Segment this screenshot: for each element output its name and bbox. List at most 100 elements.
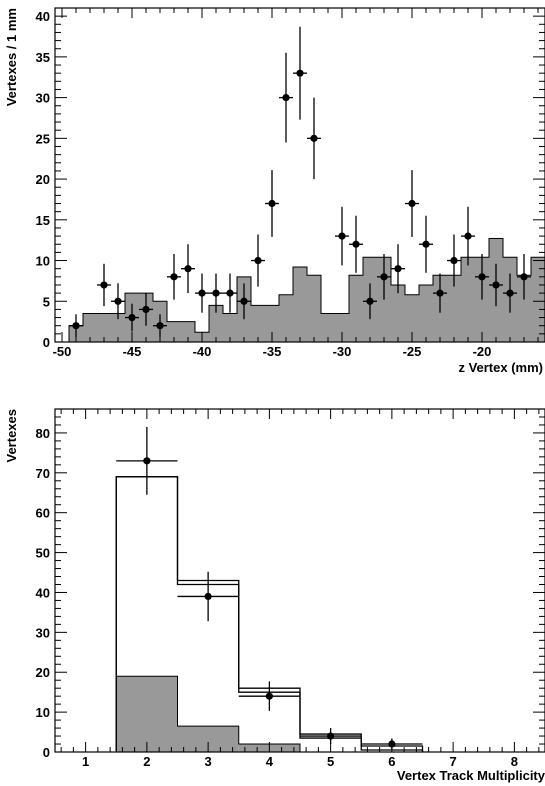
top-y-tick-label: 40 (36, 9, 50, 24)
bottom-y-axis-title: Vertexes (4, 409, 19, 463)
bottom-x-tick-label: 7 (450, 754, 457, 769)
bottom-x-tick-label: 3 (205, 754, 212, 769)
top-data-point (380, 273, 388, 281)
top-background-bin (335, 313, 349, 342)
top-data-point (310, 134, 318, 142)
bottom-y-tick-label: 60 (36, 506, 50, 521)
top-x-tick-label: -30 (333, 344, 352, 359)
top-data-point (436, 289, 444, 297)
top-data-point (254, 256, 262, 265)
top-background-bin (447, 275, 461, 342)
top-data-point (422, 240, 430, 248)
top-data-point (114, 297, 122, 305)
bottom-data-point (204, 592, 212, 601)
top-background-bin (83, 313, 97, 342)
top-background-bin (293, 267, 307, 342)
top-background-bin (265, 305, 279, 342)
bottom-y-tick-label: 70 (36, 466, 50, 481)
top-background-bin (307, 275, 321, 342)
top-data-point (296, 69, 304, 77)
top-background-bin (181, 321, 195, 342)
top-data-point (268, 199, 276, 208)
top-data-point (338, 232, 346, 240)
top-y-tick-label: 20 (36, 172, 50, 187)
top-data-point (408, 199, 416, 208)
top-data-point (198, 289, 206, 297)
top-background-outline (68, 238, 545, 342)
top-data-point (352, 240, 360, 248)
top-histogram-panel: Vertexes / 1 mm z Vertex (mm) -50 -45 -40 -… (4, 7, 545, 375)
top-data-point (492, 281, 500, 289)
top-y-tick-label: 15 (36, 213, 50, 228)
top-x-tick-label: -25 (403, 344, 422, 359)
bottom-x-tick-label: 1 (82, 754, 89, 769)
top-data-point (240, 297, 248, 305)
top-background-bin (391, 284, 405, 342)
top-background-bin (349, 275, 363, 342)
bottom-y-tick-label: 80 (36, 426, 50, 441)
top-data-point (128, 313, 136, 322)
top-y-tick-label: 0 (43, 335, 50, 350)
top-background-bin (209, 305, 223, 342)
top-data-point (170, 273, 178, 281)
top-data-point (520, 273, 528, 281)
top-data-point (212, 289, 220, 297)
top-y-tick-label: 10 (36, 254, 50, 269)
top-background-bin (405, 294, 419, 342)
bottom-y-tick-label: 10 (36, 705, 50, 720)
bottom-background-outline (115, 675, 301, 752)
top-y-axis-title: Vertexes / 1 mm (4, 8, 19, 106)
top-data-point (226, 289, 234, 297)
bottom-x-tick-label: 6 (388, 754, 395, 769)
top-background-bin (419, 284, 433, 342)
top-data-point (366, 297, 374, 305)
bottom-y-tick-label: 30 (36, 625, 50, 640)
bottom-data-point (143, 457, 151, 465)
bottom-background-bin (116, 676, 178, 752)
top-data-point (100, 281, 108, 289)
top-x-axis-title: z Vertex (mm) (458, 360, 543, 375)
bottom-histogram-panel: Vertexes Vertex Track Multiplicity 1 2 3 4 5… (4, 408, 545, 783)
top-x-tick-label: -45 (123, 344, 142, 359)
top-data-point (142, 305, 150, 314)
top-background-bin (111, 313, 125, 342)
bottom-y-tick-label: 0 (43, 745, 50, 760)
top-data-point (506, 289, 514, 297)
top-data-point (156, 322, 164, 330)
top-data-point (394, 265, 402, 273)
bottom-x-axis-title: Vertex Track Multiplicity (397, 768, 545, 783)
top-background-bin (97, 313, 111, 342)
bottom-data-point (388, 740, 396, 748)
top-y-tick-label: 25 (36, 131, 50, 146)
top-data-point (184, 265, 192, 273)
bottom-data-point (265, 692, 273, 700)
top-y-tick-label: 30 (36, 91, 50, 106)
top-x-tick-label: -40 (193, 344, 212, 359)
top-data-point (464, 232, 472, 240)
top-y-tick-label: 5 (43, 294, 50, 309)
top-data-point (478, 273, 486, 281)
top-background-bin (167, 321, 181, 342)
top-background-bin (279, 294, 293, 342)
top-data-point (282, 94, 290, 102)
top-background-bin (461, 257, 475, 342)
top-background-bin (517, 275, 531, 342)
bottom-y-tick-label: 50 (36, 546, 50, 561)
top-x-tick-label: -35 (263, 344, 282, 359)
bottom-plot-frame (54, 408, 545, 753)
top-data-point (450, 256, 458, 265)
top-x-tick-label: -20 (473, 344, 492, 359)
bottom-x-tick-label: 4 (266, 754, 274, 769)
top-y-tick-label: 35 (36, 50, 50, 65)
top-background-bin (321, 313, 335, 342)
top-data-point (72, 322, 80, 330)
top-background-bin (223, 313, 237, 342)
bottom-x-tick-label: 5 (327, 754, 334, 769)
bottom-data-point (327, 732, 335, 740)
bottom-x-tick-label: 2 (143, 754, 150, 769)
bottom-x-tick-label: 8 (511, 754, 518, 769)
top-background-bin (531, 257, 545, 342)
bottom-y-tick-label: 20 (36, 665, 50, 680)
top-x-tick-label: -50 (53, 344, 72, 359)
